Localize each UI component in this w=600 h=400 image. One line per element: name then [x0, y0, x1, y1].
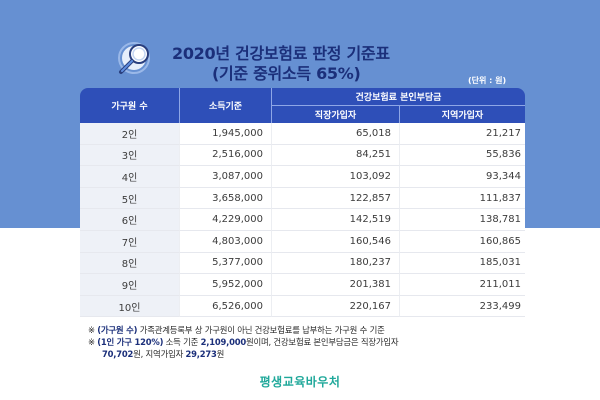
cell-employee: 142,519 [272, 209, 400, 231]
cell-employee: 103,092 [272, 166, 400, 188]
cell-regional: 185,031 [400, 252, 525, 275]
cell-income: 3,658,000 [180, 187, 272, 210]
table-row: 3인 2,516,000 84,251 55,836 [80, 144, 525, 167]
cell-employee: 122,857 [272, 187, 400, 210]
footnote-single-household-cont: 70,702원, 지역가입자 29,273원 [88, 348, 558, 360]
cell-household-size: 8인 [80, 252, 180, 275]
footnote-household: ※ (가구원 수) 가족관계등록부 상 가구원이 아닌 건강보험료를 납부하는 … [88, 324, 558, 336]
note-bold: 70,702 [102, 349, 134, 359]
cell-income: 5,952,000 [180, 274, 272, 296]
note-text: 원, 지역가입자 [133, 349, 186, 359]
note-bold: (1인 가구 120%) [97, 337, 164, 347]
note-text: 소득 기준 [163, 337, 201, 347]
cell-regional: 55,836 [400, 144, 525, 167]
cell-household-size: 7인 [80, 230, 180, 253]
cell-regional: 111,837 [400, 187, 525, 210]
magnifier-icon [118, 42, 150, 74]
cell-household-size: 2인 [80, 123, 180, 145]
table-row: 4인 3,087,000 103,092 93,344 [80, 166, 525, 188]
table-row: 2인 1,945,000 65,018 21,217 [80, 123, 525, 145]
cell-household-size: 9인 [80, 274, 180, 296]
page-subtitle: (기준 중위소득 65%) [212, 64, 361, 83]
cell-regional: 160,865 [400, 230, 525, 253]
cell-income: 5,377,000 [180, 252, 272, 275]
cell-employee: 160,546 [272, 230, 400, 253]
cell-income: 4,803,000 [180, 230, 272, 253]
cell-regional: 21,217 [400, 123, 525, 145]
header-household-size: 가구원 수 [80, 88, 180, 123]
note-mark: ※ [88, 325, 95, 335]
table-row: 5인 3,658,000 122,857 111,837 [80, 187, 525, 210]
cell-household-size: 10인 [80, 295, 180, 318]
note-mark: ※ [88, 337, 95, 347]
cell-income: 1,945,000 [180, 123, 272, 145]
note-bold: 29,273 [185, 349, 217, 359]
cell-regional: 138,781 [400, 209, 525, 231]
header-premium-group: 건강보험료 본인부담금 [272, 88, 525, 106]
cell-employee: 65,018 [272, 123, 400, 145]
note-text: 원이며, 건강보험료 본인부담금은 직장가입자 [245, 337, 399, 347]
table-row: 9인 5,952,000 201,381 211,011 [80, 274, 525, 296]
cell-household-size: 3인 [80, 144, 180, 167]
header-income-standard: 소득기준 [180, 88, 272, 123]
note-bold: 2,109,000 [200, 337, 247, 347]
cell-regional: 233,499 [400, 295, 525, 318]
note-text: 가족관계등록부 상 가구원이 아닌 건강보험료를 납부하는 가구원 수 기준 [137, 325, 385, 335]
cell-household-size: 4인 [80, 166, 180, 188]
header-employee: 직장가입자 [272, 106, 400, 123]
unit-label: (단위 : 원) [468, 76, 507, 85]
premium-criteria-table: 가구원 수 소득기준 건강보험료 본인부담금 직장가입자 지역가입자 2인 1,… [80, 88, 525, 318]
footnotes: ※ (가구원 수) 가족관계등록부 상 가구원이 아닌 건강보험료를 납부하는 … [88, 324, 558, 360]
cell-employee: 180,237 [272, 252, 400, 275]
cell-employee: 220,167 [272, 295, 400, 318]
page-title: 2020년 건강보험료 판정 기준표 [172, 44, 390, 63]
header-regional: 지역가입자 [400, 106, 525, 123]
cell-income: 2,516,000 [180, 144, 272, 167]
note-text: 원 [216, 349, 225, 359]
table-row: 8인 5,377,000 180,237 185,031 [80, 252, 525, 275]
cell-regional: 93,344 [400, 166, 525, 188]
cell-regional: 211,011 [400, 274, 525, 296]
table-row: 7인 4,803,000 160,546 160,865 [80, 230, 525, 253]
cell-income: 3,087,000 [180, 166, 272, 188]
cell-household-size: 6인 [80, 209, 180, 231]
cell-income: 6,526,000 [180, 295, 272, 318]
cell-household-size: 5인 [80, 187, 180, 210]
logo: 평생교육바우처 [259, 375, 341, 389]
note-bold: (가구원 수) [97, 325, 138, 335]
footnote-single-household: ※ (1인 가구 120%) 소득 기준 2,109,000원이며, 건강보험료… [88, 336, 558, 348]
table-row: 10인 6,526,000 220,167 233,499 [80, 295, 525, 318]
table-row: 6인 4,229,000 142,519 138,781 [80, 209, 525, 231]
cell-income: 4,229,000 [180, 209, 272, 231]
title-block: 2020년 건강보험료 판정 기준표 (기준 중위소득 65%) [100, 36, 520, 86]
cell-employee: 84,251 [272, 144, 400, 167]
cell-employee: 201,381 [272, 274, 400, 296]
